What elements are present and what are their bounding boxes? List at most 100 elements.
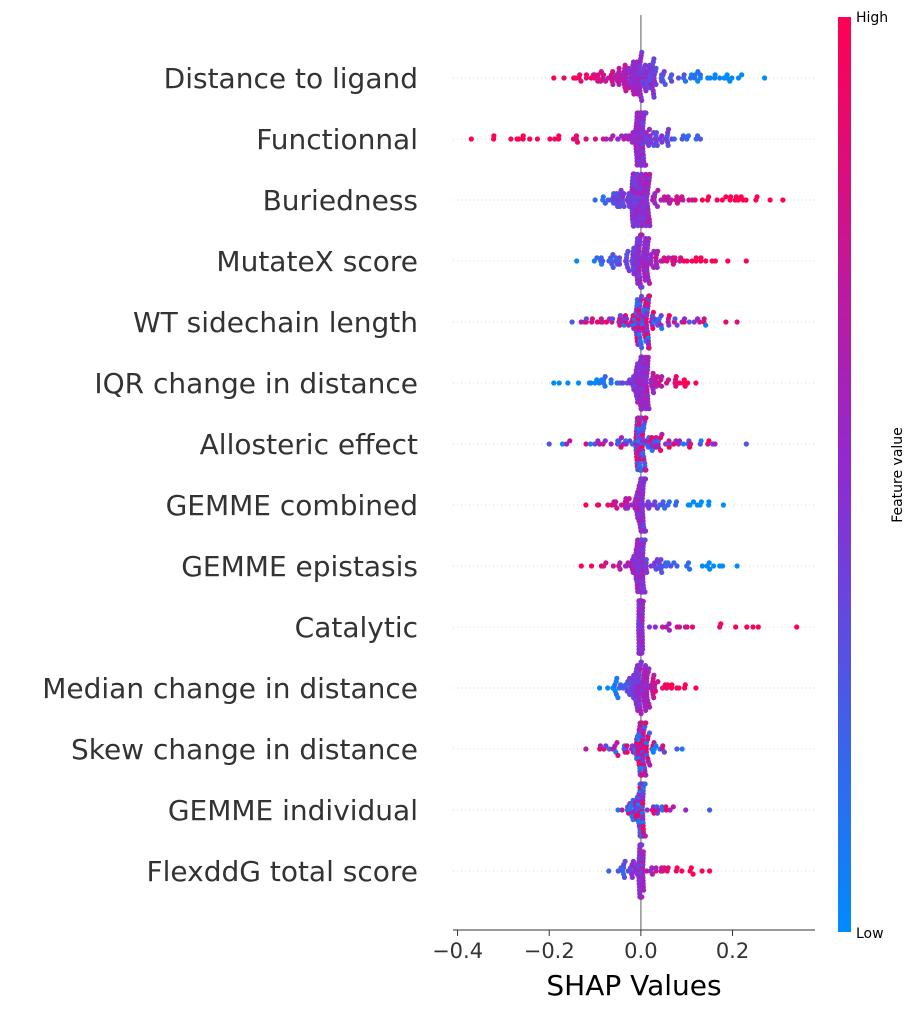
shap-point bbox=[666, 499, 672, 505]
shap-point bbox=[673, 374, 679, 380]
shap-point bbox=[646, 280, 653, 286]
shap-point bbox=[666, 438, 672, 444]
shap-point bbox=[614, 740, 620, 746]
shap-point bbox=[720, 502, 727, 508]
shap-point bbox=[703, 322, 709, 328]
shap-point bbox=[642, 528, 649, 534]
shap-point bbox=[639, 223, 645, 229]
shap-point bbox=[639, 49, 645, 56]
shap-point bbox=[676, 624, 683, 630]
shap-point bbox=[574, 258, 580, 264]
shap-point bbox=[610, 81, 616, 87]
shap-point bbox=[767, 197, 773, 203]
shap-point bbox=[711, 563, 717, 569]
x-tick-label: −0.4 bbox=[432, 939, 483, 963]
feature-labels: Distance to ligand Functionnal Buriedness M… bbox=[42, 62, 418, 888]
shap-point bbox=[668, 197, 674, 203]
shap-point bbox=[681, 377, 687, 383]
shap-point bbox=[643, 171, 649, 177]
shap-point bbox=[684, 258, 690, 264]
shap-point bbox=[706, 194, 712, 200]
shap-point bbox=[645, 354, 651, 360]
shap-point bbox=[614, 675, 620, 682]
shap-point bbox=[650, 390, 657, 396]
shap-point bbox=[583, 441, 589, 447]
shap-point bbox=[556, 380, 562, 386]
shap-point bbox=[491, 133, 497, 139]
shap-point bbox=[685, 560, 692, 566]
shap-point bbox=[670, 804, 676, 810]
shap-point bbox=[659, 325, 665, 331]
x-tick-label: −0.2 bbox=[524, 939, 575, 963]
shap-point bbox=[653, 65, 659, 71]
shap-point bbox=[667, 807, 673, 813]
shap-point bbox=[658, 557, 664, 563]
shap-point bbox=[743, 258, 749, 264]
shap-point bbox=[608, 441, 614, 447]
shap-point bbox=[561, 75, 567, 81]
shap-point bbox=[706, 499, 712, 505]
shap-point bbox=[685, 133, 692, 139]
shap-point bbox=[707, 566, 713, 572]
shap-point bbox=[679, 868, 685, 874]
shap-point bbox=[639, 284, 645, 290]
shap-point bbox=[706, 560, 712, 566]
shap-point bbox=[646, 126, 653, 132]
shap-point bbox=[648, 502, 654, 508]
shap-point bbox=[642, 663, 649, 669]
shap-point bbox=[643, 415, 649, 421]
shap-point bbox=[686, 319, 692, 325]
shap-point bbox=[681, 72, 687, 78]
shap-point bbox=[652, 499, 658, 505]
shap-point bbox=[794, 624, 800, 630]
shap-point bbox=[674, 865, 680, 871]
shap-point bbox=[520, 133, 526, 139]
shap-point bbox=[600, 258, 606, 264]
shap-point bbox=[728, 194, 734, 200]
shap-point bbox=[527, 136, 533, 142]
shap-point bbox=[547, 136, 553, 142]
shap-point bbox=[623, 441, 629, 447]
feature-label: WT sidechain length bbox=[133, 306, 418, 339]
shap-point bbox=[643, 162, 649, 168]
feature-label: Buriedness bbox=[263, 184, 418, 217]
shap-point bbox=[640, 849, 647, 855]
shap-point bbox=[617, 560, 623, 566]
shap-point bbox=[639, 406, 645, 412]
shap-point bbox=[723, 194, 729, 200]
shap-point bbox=[658, 383, 665, 389]
feature-label: Median change in distance bbox=[42, 672, 418, 705]
shap-point bbox=[718, 621, 724, 627]
shap-point bbox=[672, 316, 678, 322]
shap-point bbox=[546, 441, 552, 447]
shap-point bbox=[697, 72, 704, 78]
shap-point bbox=[733, 624, 739, 630]
shap-point bbox=[654, 374, 660, 380]
shap-point bbox=[583, 136, 589, 142]
shap-point bbox=[653, 130, 660, 136]
shap-point bbox=[654, 264, 660, 270]
shap-point bbox=[647, 133, 653, 139]
shap-point bbox=[666, 444, 672, 450]
shap-point bbox=[603, 560, 609, 566]
shap-point bbox=[616, 255, 623, 261]
shap-point bbox=[707, 868, 713, 874]
shap-point bbox=[597, 685, 603, 691]
shap-point bbox=[669, 72, 675, 78]
shap-point bbox=[671, 136, 677, 142]
shap-point bbox=[644, 569, 650, 576]
shap-point bbox=[643, 772, 649, 778]
shap-point bbox=[639, 345, 645, 351]
shap-point bbox=[717, 75, 723, 81]
shap-point bbox=[620, 380, 626, 386]
shap-point bbox=[621, 203, 627, 209]
x-tick-label: 0.0 bbox=[624, 939, 657, 963]
shap-point bbox=[616, 65, 622, 71]
shap-point bbox=[646, 236, 652, 242]
shap-point bbox=[642, 62, 648, 68]
feature-label: GEMME combined bbox=[166, 489, 418, 522]
shap-point bbox=[744, 624, 750, 630]
shap-point bbox=[659, 807, 666, 813]
shap-point bbox=[673, 499, 680, 505]
